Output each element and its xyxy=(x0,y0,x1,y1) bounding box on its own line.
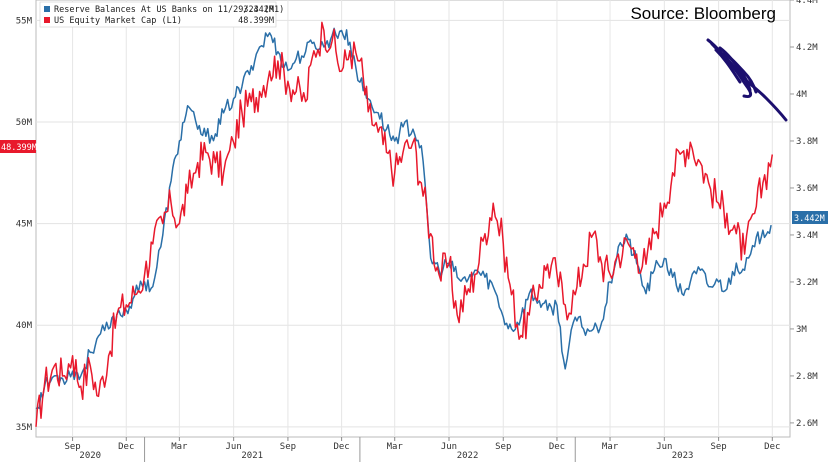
scribble-stroke-5 xyxy=(714,48,742,84)
equity-market-cap-line xyxy=(35,21,774,427)
x-tick-label: Sep xyxy=(280,442,296,452)
x-tick-label: Dec xyxy=(764,442,780,452)
right-tag-text: 3.442M xyxy=(794,214,825,224)
x-tick-label: Dec xyxy=(333,442,349,452)
x-tick-label: Sep xyxy=(495,442,511,452)
x-axis: Sep Dec Mar Jun Sep Dec Mar Jun Sep Dec Mar Jun Sep D… xyxy=(64,437,780,462)
x-tick-label: Sep xyxy=(710,442,726,452)
left-tick-label: 45M xyxy=(16,220,33,230)
right-tick-label: 3.2M xyxy=(796,278,818,288)
year-label: 2020 xyxy=(79,451,101,461)
year-label: 2023 xyxy=(672,451,694,461)
year-label: 2021 xyxy=(241,451,263,461)
left-value-tag: 48.399M xyxy=(0,140,37,153)
year-label: 2022 xyxy=(457,451,479,461)
handwritten-scribble xyxy=(706,38,788,122)
x-tick-label: Dec xyxy=(549,442,565,452)
grid-lines xyxy=(36,0,790,437)
legend-box xyxy=(39,1,277,28)
right-axis: 4.4M 4.2M 4M 3.8M 3.6M 3.4M 3.2M 3M 2.8M 2.6M xyxy=(790,0,818,429)
left-tag-box xyxy=(0,140,36,153)
right-tick-label: 4.2M xyxy=(796,43,818,53)
legend-value-equity: 48.399M xyxy=(238,16,274,26)
plot-area xyxy=(35,0,791,438)
x-tick-label: Mar xyxy=(387,442,404,452)
left-tick-label: 50M xyxy=(16,118,33,128)
legend-label-reserve: Reserve Balances At US Banks on 11/29/23… xyxy=(54,5,284,15)
x-tick-label: Jun xyxy=(226,442,242,452)
left-axis: 55M 50M 45M 40M 35M xyxy=(16,16,33,433)
left-tag-text: 48.399M xyxy=(1,143,37,153)
legend-swatch-reserve xyxy=(44,6,50,12)
x-tick-label: Sep xyxy=(64,442,80,452)
right-tick-label: 3.6M xyxy=(796,184,818,194)
x-tick-label: Mar xyxy=(602,442,619,452)
right-tick-label: 4.4M xyxy=(796,0,818,6)
source-label: Source: Bloomberg xyxy=(630,4,776,23)
right-tick-label: 3.8M xyxy=(796,137,818,147)
left-tick-label: 35M xyxy=(16,423,33,433)
legend-label-equity: US Equity Market Cap (L1) xyxy=(54,16,182,26)
right-tick-label: 2.6M xyxy=(796,419,818,429)
x-tick-label: Mar xyxy=(171,442,188,452)
scribble-stroke-4 xyxy=(722,52,758,94)
reserve-balances-line xyxy=(35,27,772,410)
right-value-tag: 3.442M xyxy=(792,211,828,224)
right-tag-box xyxy=(792,211,828,224)
left-tick-label: 40M xyxy=(16,321,33,331)
right-tick-label: 3M xyxy=(796,325,807,335)
series-layer xyxy=(35,21,774,427)
x-tick-label: Jun xyxy=(656,442,672,452)
right-tick-label: 2.8M xyxy=(796,372,818,382)
x-tick-label: Jun xyxy=(441,442,457,452)
right-tick-label: 3.4M xyxy=(796,231,818,241)
legend-value-reserve: 3.442M xyxy=(243,5,274,15)
right-tick-label: 4M xyxy=(796,90,807,100)
legend-swatch-equity xyxy=(44,17,50,23)
legend: Reserve Balances At US Banks on 11/29/23… xyxy=(39,1,284,28)
left-tick-label: 55M xyxy=(16,16,33,26)
x-tick-label: Dec xyxy=(118,442,134,452)
